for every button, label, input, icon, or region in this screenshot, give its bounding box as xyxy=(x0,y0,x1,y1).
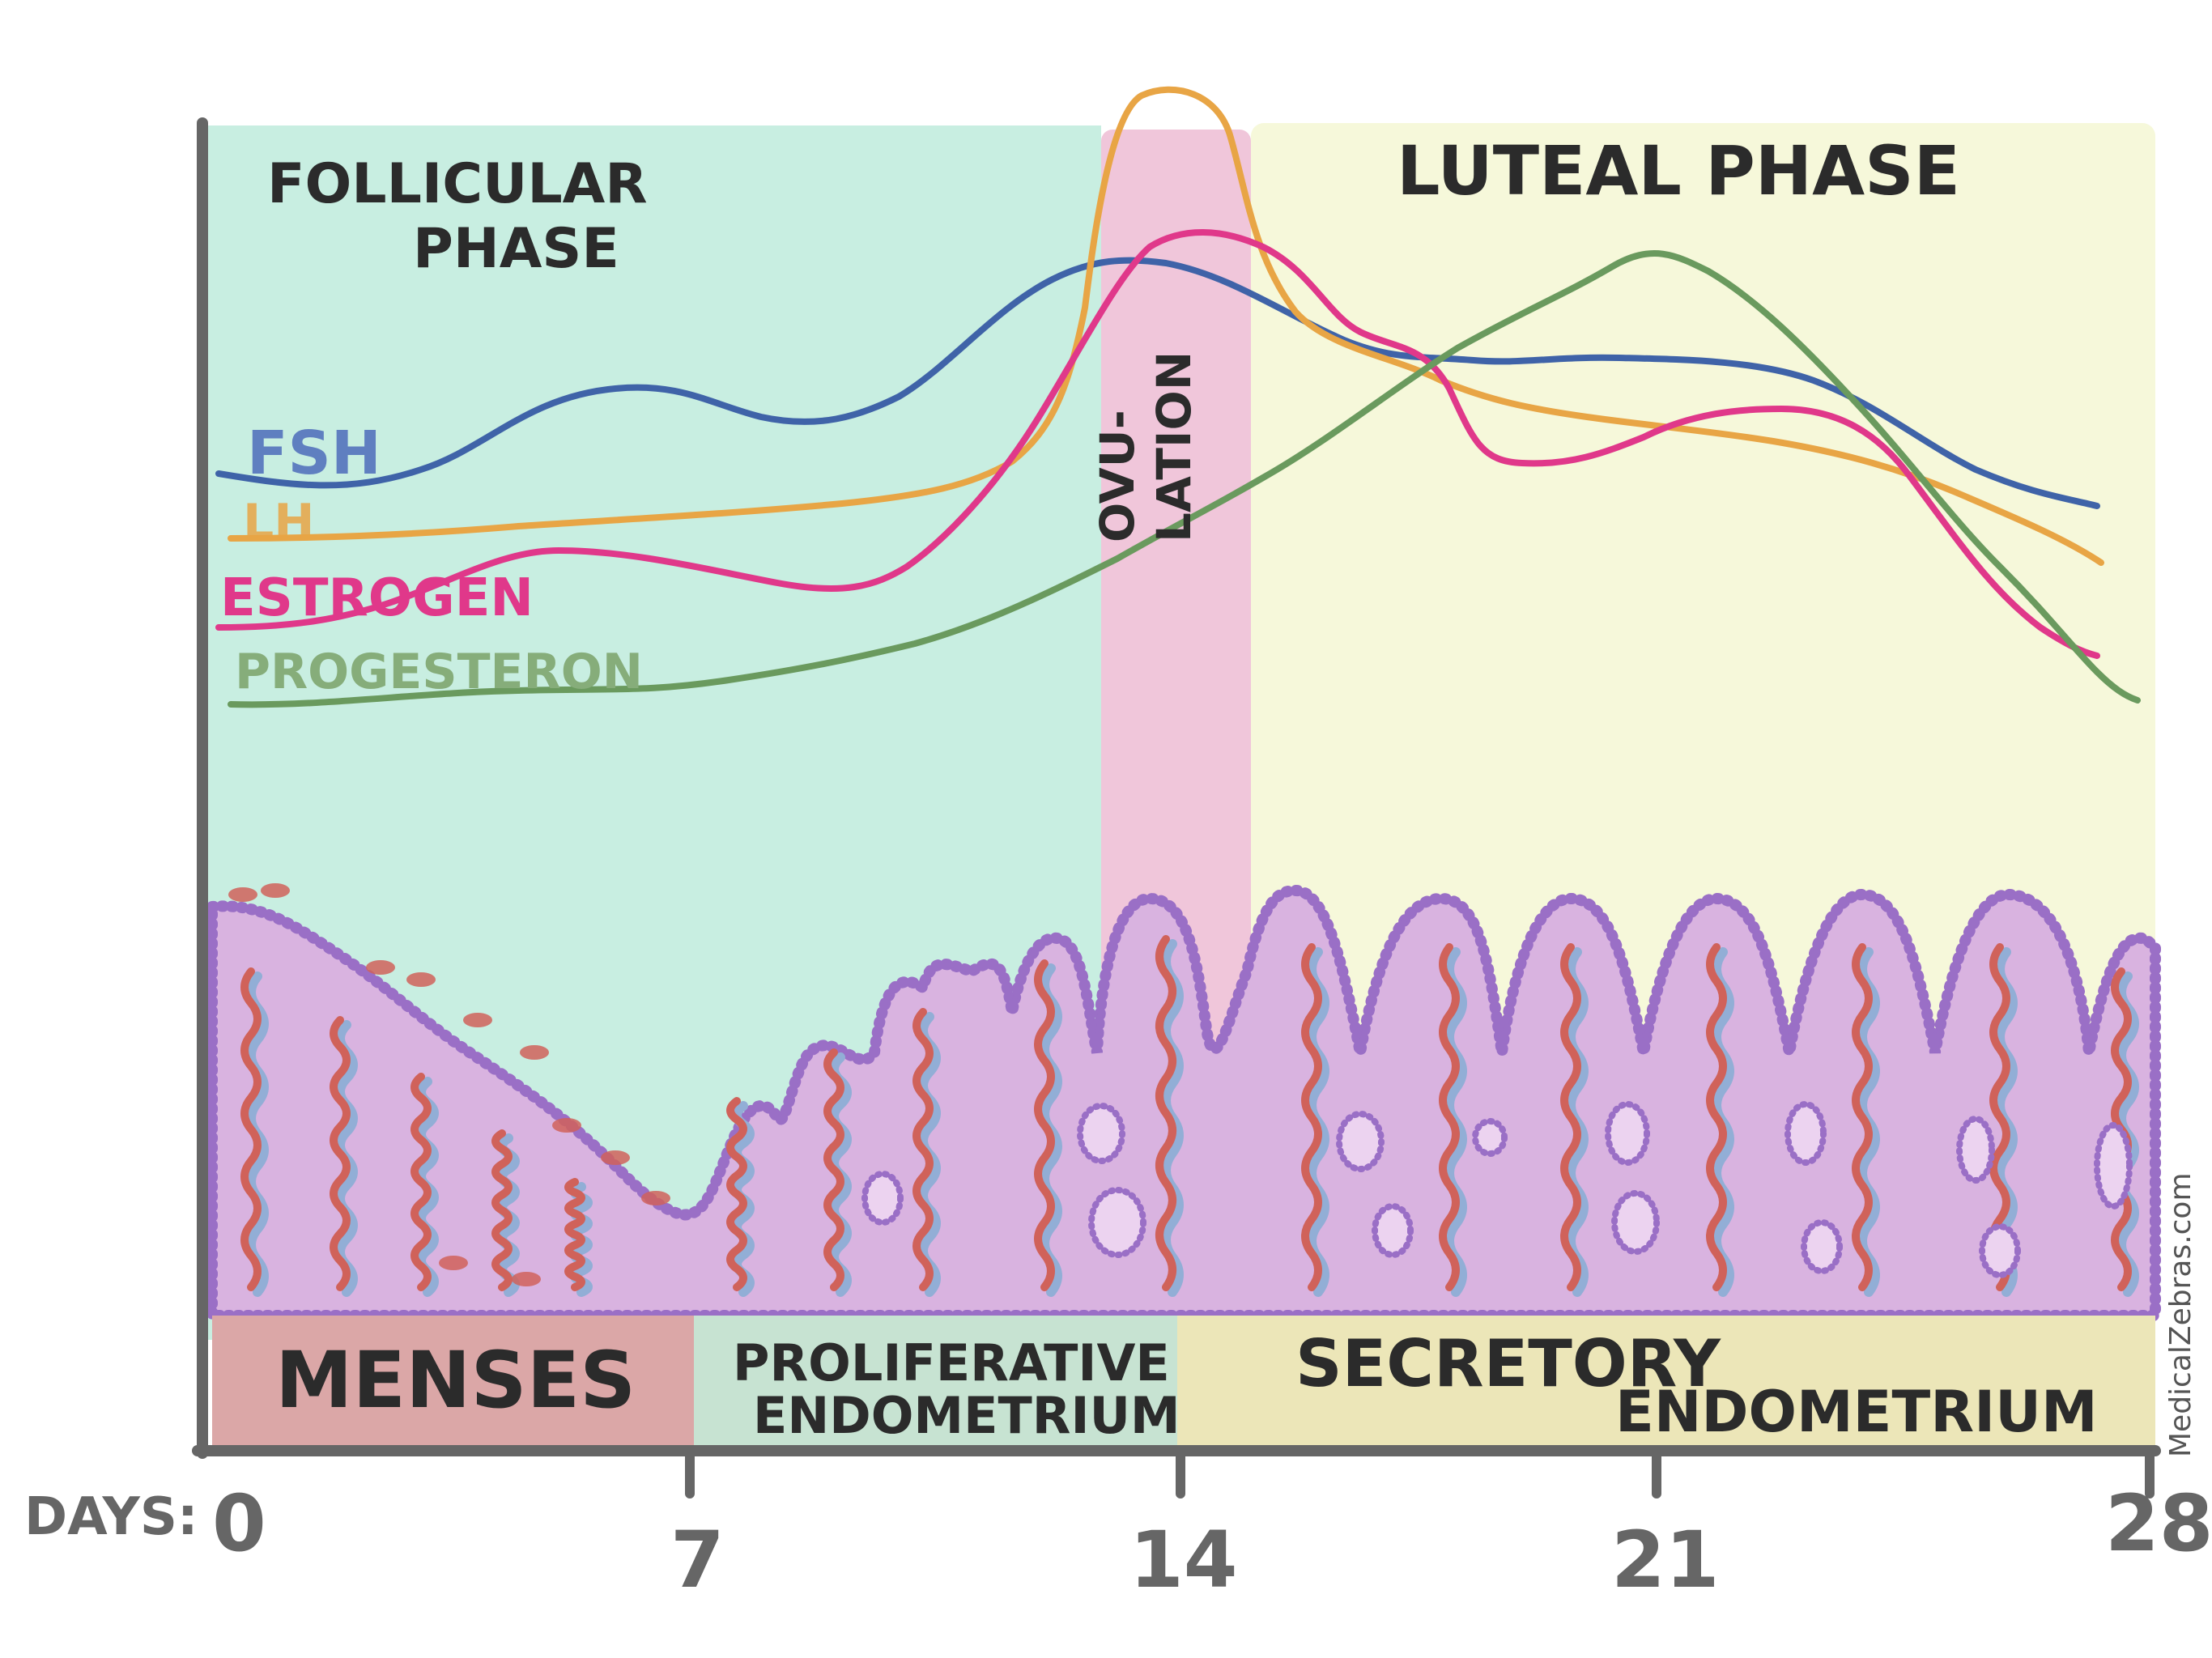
days-prefix: DAYS: xyxy=(24,1487,198,1547)
shed-tissue xyxy=(641,1191,670,1205)
days-axis xyxy=(192,117,2161,1499)
follicular-label-line2: PHASE xyxy=(413,217,619,281)
spiral-artery xyxy=(564,1178,585,1291)
progesterone-curve xyxy=(228,250,2141,708)
ovulation-label-line1: OVU- xyxy=(1090,410,1145,542)
spiral-artery xyxy=(410,1073,432,1291)
shed-tissue xyxy=(552,1118,581,1133)
gland xyxy=(1611,1190,1660,1255)
gland xyxy=(1979,1223,2021,1278)
shed-tissue xyxy=(228,887,257,902)
gland xyxy=(1956,1116,1995,1184)
gland xyxy=(861,1171,904,1226)
menses-label: MENSES xyxy=(275,1335,636,1426)
secretory-label-line1: SECRETORY xyxy=(1295,1326,1721,1401)
endometrium-tissue xyxy=(206,883,2161,1321)
gland xyxy=(1372,1203,1414,1258)
secretory-label-line2: ENDOMETRIUM xyxy=(1615,1379,2098,1445)
tick-label-21: 21 xyxy=(1611,1515,1720,1605)
shed-tissue xyxy=(366,960,395,975)
ovulation-label: OVU- LATION xyxy=(1090,351,1202,542)
progesterone-label: PROGESTERON xyxy=(235,644,643,700)
secretory-band xyxy=(1177,1316,2155,1445)
estrogen-label: ESTROGEN xyxy=(220,568,534,628)
proliferative-label-line1: PROLIFERATIVE xyxy=(733,1333,1170,1392)
spiral-artery xyxy=(912,1008,934,1291)
spiral-artery xyxy=(823,1048,844,1291)
spiral-artery xyxy=(1852,943,1873,1291)
luteal-label: LUTEAL PHASE xyxy=(1397,131,1960,210)
credit: MedicalZebras.com xyxy=(2164,1172,2197,1457)
lh-curve xyxy=(228,86,2104,566)
spiral-artery xyxy=(726,1097,747,1291)
credit-text: MedicalZebras.com xyxy=(2164,1172,2197,1457)
proliferative-band xyxy=(694,1316,1177,1445)
gland xyxy=(1472,1118,1508,1157)
lh-label: LH xyxy=(243,494,314,551)
menses-band xyxy=(212,1316,694,1445)
gland xyxy=(1088,1187,1146,1258)
gland xyxy=(1801,1219,1843,1274)
gland xyxy=(1784,1101,1827,1166)
spiral-artery xyxy=(491,1129,513,1291)
spiral-artery xyxy=(1155,935,1176,1291)
spiral-artery xyxy=(1301,943,1322,1291)
spiral-artery xyxy=(1706,943,1727,1291)
follicular-label-line1: FOLLICULAR xyxy=(267,152,648,216)
tick-label-7: 7 xyxy=(670,1515,725,1605)
spiral-artery xyxy=(1034,959,1055,1291)
shed-tissue xyxy=(601,1150,630,1165)
fsh-curve xyxy=(215,257,2100,509)
shed-tissue xyxy=(463,1013,492,1027)
gland xyxy=(1605,1101,1650,1166)
estrogen-curve xyxy=(215,229,2100,659)
tick-label-14: 14 xyxy=(1129,1515,1238,1605)
tick-label-28: 28 xyxy=(2105,1478,2212,1569)
spiral-artery xyxy=(330,1016,351,1291)
spiral-artery xyxy=(1560,943,1581,1291)
fsh-label: FSH xyxy=(247,419,381,488)
shed-tissue xyxy=(261,883,290,898)
shed-tissue xyxy=(439,1256,468,1270)
hormone-curves xyxy=(215,86,2141,708)
shed-tissue xyxy=(520,1045,549,1060)
gland xyxy=(1077,1103,1125,1164)
tick-label-0: 0 xyxy=(212,1478,266,1569)
proliferative-label-line2: ENDOMETRIUM xyxy=(753,1386,1180,1445)
ovulation-label-line2: LATION xyxy=(1146,351,1202,542)
shed-tissue xyxy=(406,972,436,987)
shed-tissue xyxy=(512,1272,541,1286)
gland xyxy=(1336,1111,1385,1172)
spiral-artery xyxy=(240,967,262,1291)
spiral-artery xyxy=(1439,943,1460,1291)
gland xyxy=(2094,1122,2133,1209)
